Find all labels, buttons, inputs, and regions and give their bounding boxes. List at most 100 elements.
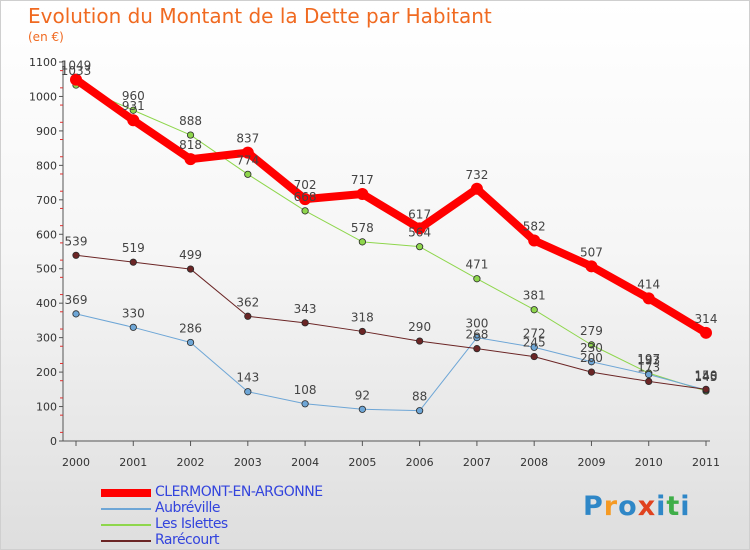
data-point-rar-court [473,345,481,353]
data-label-rar-court: 499 [179,248,202,262]
data-label-aubr-ville: 108 [294,383,317,397]
data-point-les-islettes [186,131,195,139]
data-label-les-islettes: 279 [580,324,603,338]
data-label-les-islettes: 1033 [61,64,92,78]
proxiti-logo: Proxiti [583,491,691,522]
data-point-aubr-ville [129,323,137,331]
data-point-rar-court [358,327,366,336]
y-tick-label: 1100 [29,56,57,69]
data-point-les-islettes [358,238,366,246]
x-tick-label: 2006 [406,456,434,469]
data-point-aubr-ville [301,400,309,408]
x-tick-label: 2009 [577,456,605,469]
data-label-clermont-en-argonne: 837 [236,132,259,146]
data-point-aubr-ville [358,405,366,413]
legend-label: Les Islettes [155,516,228,532]
data-point-clermont-en-argonne [642,292,655,305]
series-line-aubr-ville [75,313,707,412]
data-label-aubr-ville: 88 [412,390,427,404]
data-label-les-islettes: 888 [179,114,202,128]
y-tick-label: 900 [36,125,57,138]
data-label-aubr-ville: 272 [523,326,546,340]
y-tick-label: 300 [36,332,57,345]
data-label-aubr-ville: 330 [122,306,145,320]
y-tick-label: 700 [36,194,57,207]
y-tick-label: 0 [50,435,57,448]
data-point-clermont-en-argonne [470,182,483,195]
x-tick-label: 2005 [348,456,376,469]
data-point-rar-court [72,251,80,259]
line-chart: 0 100 200 300 400 500 600 700 800 900 1000 1100 2000… [29,56,720,469]
logo-letter: i [680,491,691,522]
data-label-les-islettes: 668 [294,190,317,204]
data-point-rar-court [186,265,195,273]
data-label-clermont-en-argonne: 931 [122,99,145,113]
legend-swatch [101,540,151,542]
data-point-clermont-en-argonne [70,73,82,86]
data-label-aubr-ville: 193 [637,354,660,368]
data-label-aubr-ville: 300 [465,317,488,331]
data-point-clermont-en-argonne [528,234,541,247]
data-label-aubr-ville: 92 [355,388,370,402]
data-point-clermont-en-argonne [356,187,369,200]
data-label-clermont-en-argonne: 702 [294,178,317,192]
data-label-les-islettes: 960 [122,89,145,103]
x-tick-label: 2008 [520,456,548,469]
x-tick-label: 2007 [463,456,491,469]
data-label-rar-court: 362 [236,295,259,309]
data-point-rar-court [587,368,596,376]
logo-letter: t [666,491,681,522]
logo-letter: P [583,491,604,522]
data-point-aubr-ville [416,407,424,415]
logo-letter: o [618,491,638,522]
data-label-rar-court: 245 [523,336,546,350]
data-point-clermont-en-argonne [299,193,312,206]
chart-unit: (en €) [28,30,64,44]
data-point-rar-court [416,337,424,345]
y-tick-label: 800 [36,159,57,172]
data-label-rar-court: 318 [351,310,374,324]
data-point-aubr-ville [244,388,252,396]
data-point-aubr-ville [587,358,596,366]
x-tick-label: 2003 [234,456,262,469]
data-point-les-islettes [244,170,252,178]
data-label-rar-court: 343 [294,302,317,316]
data-label-les-islettes: 774 [236,153,259,167]
data-label-rar-court: 539 [65,234,88,248]
x-tick-label: 2002 [177,456,205,469]
data-point-les-islettes [587,341,596,349]
y-tick-label: 600 [36,228,57,241]
data-point-rar-court [530,352,538,361]
data-label-clermont-en-argonne: 717 [351,173,374,187]
data-point-clermont-en-argonne [184,153,197,166]
data-point-les-islettes [416,243,424,251]
y-tick-label: 400 [36,297,57,310]
data-label-rar-court: 290 [408,320,431,334]
y-tick-label: 500 [36,263,57,276]
x-tick-label: 2000 [62,456,90,469]
series-line-les-islettes [75,84,707,392]
logo-letter: i [656,491,667,522]
logo-letter: r [603,491,619,522]
series-line-clermont-en-argonne [72,75,710,337]
data-point-clermont-en-argonne [700,326,712,339]
y-tick-label: 1000 [29,90,57,103]
data-point-les-islettes [530,306,538,314]
data-label-clermont-en-argonne: 507 [580,245,603,259]
data-label-clermont-en-argonne: 582 [523,219,546,233]
data-label-clermont-en-argonne: 818 [179,138,202,152]
legend-swatch [101,489,151,497]
data-point-aubr-ville [186,338,195,347]
data-label-clermont-en-argonne: 414 [637,277,660,291]
data-label-clermont-en-argonne: 617 [408,207,431,221]
x-tick-label: 2011 [692,456,720,469]
data-label-les-islettes: 471 [465,258,488,272]
x-tick-label: 2004 [291,456,319,469]
y-tick-label: 200 [36,366,57,379]
data-label-aubr-ville: 143 [236,371,259,385]
legend-swatch [101,524,151,526]
series-line-rar-court [75,254,707,390]
data-point-clermont-en-argonne [127,114,140,127]
data-label-rar-court: 200 [580,351,603,365]
